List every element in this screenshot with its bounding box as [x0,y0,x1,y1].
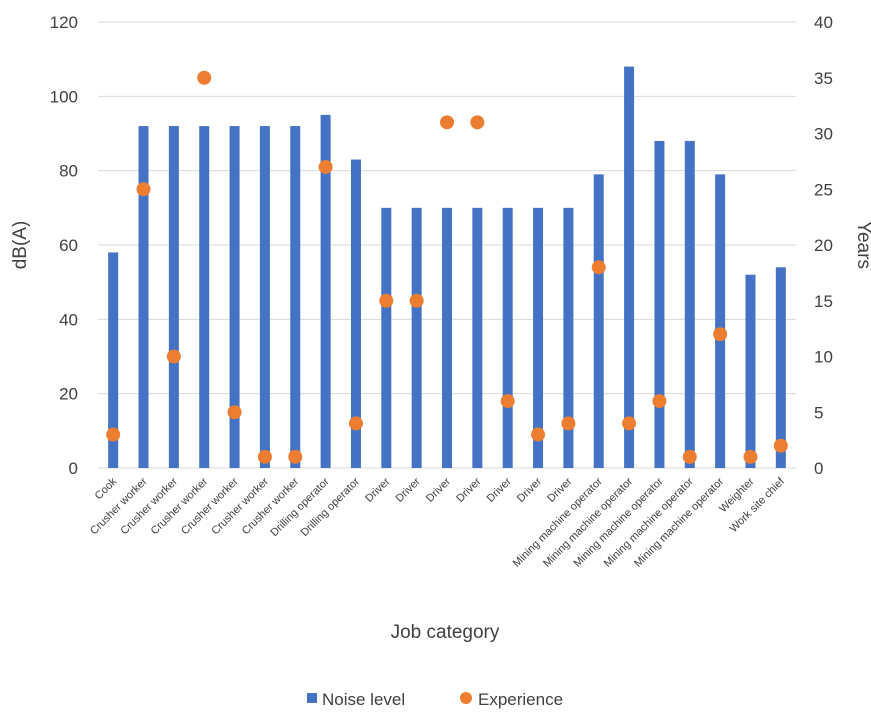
experience-point [682,449,697,464]
legend: Noise level Experience [307,690,563,709]
y2-tick-label: 0 [814,459,823,478]
bar [654,140,665,468]
y-tick-label: 60 [59,236,78,255]
bar [168,126,179,469]
bar [229,126,240,469]
legend-swatch-experience [460,692,472,704]
bar [411,207,422,469]
bar [593,174,604,468]
noise-level-bars [108,66,786,469]
y-tick-label: 80 [59,162,78,181]
experience-point [713,327,728,342]
bar [684,140,695,468]
y2-tick-label: 20 [814,236,833,255]
bar [533,207,544,469]
x-tick-label: Cook [93,475,120,502]
bar [472,207,483,469]
experience-point [409,293,424,308]
bar [775,267,786,468]
legend-label-experience: Experience [478,690,563,709]
experience-point [500,394,515,409]
legend-label-noise-level: Noise level [322,690,405,709]
x-tick-label: Driver [394,475,423,504]
y-tick-label: 40 [59,310,78,329]
bar [715,174,726,468]
experience-point [531,427,546,442]
experience-point [136,182,151,197]
x-tick-label: Work site chief [728,475,788,535]
x-tick-label: Driver [515,475,544,504]
bar [350,159,361,468]
experience-point [561,416,576,431]
bar [563,207,574,469]
y-tick-label: 120 [50,13,78,32]
bar [259,126,270,469]
experience-point [288,449,303,464]
x-tick-label: Driver [363,475,392,504]
x-tick-label: Driver [424,475,453,504]
experience-point [470,115,485,130]
y2-tick-label: 25 [814,180,833,199]
y-axis-title: dB(A) [10,221,31,270]
experience-points [106,70,788,464]
experience-point [166,349,181,364]
experience-point [318,159,333,174]
experience-point [197,70,212,85]
experience-point [257,449,272,464]
experience-point [652,394,667,409]
left-axis-ticks: 0 20 40 60 80 100 120 [50,13,78,478]
y-tick-label: 20 [59,385,78,404]
bar [745,274,756,468]
x-tick-label: Driver [485,475,514,504]
experience-point [773,438,788,453]
experience-point [106,427,121,442]
bar [108,252,119,468]
bar [442,207,452,469]
y2-tick-label: 10 [814,348,833,367]
bar [290,126,301,469]
x-axis-title: Job category [391,622,500,643]
x-tick-label: Driver [454,475,483,504]
experience-point [379,293,394,308]
experience-point [622,416,637,431]
legend-swatch-noise-level [307,693,317,703]
experience-point [591,260,606,275]
experience-point [348,416,363,431]
bar [199,126,210,469]
y2-tick-label: 5 [814,403,823,422]
experience-point [440,115,454,130]
bar [320,114,331,469]
experience-point [227,405,242,420]
bar [624,66,635,468]
y2-tick-label: 15 [814,292,833,311]
y-tick-label: 100 [50,87,78,106]
y2-tick-label: 35 [814,69,833,88]
y-tick-label: 0 [69,459,78,478]
bar [502,207,513,469]
y2-axis-title: Years [853,221,871,269]
y2-tick-label: 40 [814,13,833,32]
bar [138,126,149,469]
bar [381,207,392,469]
y2-tick-label: 30 [814,125,833,144]
right-axis-ticks: 0 5 10 15 20 25 30 35 40 [814,13,833,478]
experience-point [743,449,758,464]
